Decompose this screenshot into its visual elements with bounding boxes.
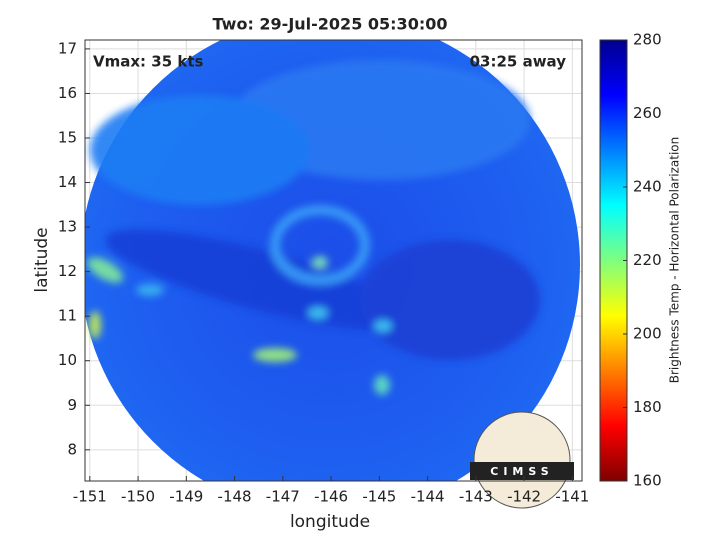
logo-text: CIMSS <box>490 465 553 478</box>
x-tick-label: -148 <box>218 488 252 506</box>
x-tick-label: -146 <box>314 488 348 506</box>
x-tick-label: -150 <box>121 488 155 506</box>
colorbar-tick-label: 220 <box>633 251 662 269</box>
colorbar-tick-label: 160 <box>633 472 662 490</box>
x-tick-label: -143 <box>459 488 493 506</box>
colorbar <box>599 39 628 482</box>
colorbar-label: Brightness Temp - Horizontal Polarizatio… <box>668 137 682 384</box>
x-tick-label: -141 <box>555 488 589 506</box>
x-axis-label: longitude <box>290 512 370 532</box>
x-tick-label: -149 <box>169 488 203 506</box>
y-tick-label: 11 <box>58 307 77 325</box>
colorbar-tick-label: 260 <box>633 104 662 122</box>
annotation: 03:25 away <box>470 53 567 71</box>
colorbar-tick-label: 240 <box>633 178 662 196</box>
x-tick-label: -144 <box>411 488 445 506</box>
plot-frame <box>84 39 583 482</box>
x-tick-label: -145 <box>362 488 396 506</box>
y-axis-label: latitude <box>32 227 52 292</box>
y-tick-label: 9 <box>67 396 77 414</box>
y-tick-label: 16 <box>58 84 77 102</box>
colorbar-tick-label: 280 <box>633 31 662 49</box>
annotation: Vmax: 35 kts <box>93 53 203 71</box>
colorbar-tick-label: 200 <box>633 325 662 343</box>
y-tick-label: 14 <box>58 173 77 191</box>
colorbar-tick-label: 180 <box>633 398 662 416</box>
y-tick-label: 17 <box>58 39 77 57</box>
y-tick-label: 15 <box>58 129 77 147</box>
chart-title: Two: 29-Jul-2025 05:30:00 <box>213 15 448 34</box>
x-tick-label: -142 <box>507 488 541 506</box>
x-tick-label: -151 <box>73 488 107 506</box>
image-field <box>85 40 580 481</box>
y-tick-label: 13 <box>58 218 77 236</box>
y-tick-label: 10 <box>58 351 77 369</box>
logo: CIMSS <box>470 411 574 509</box>
y-tick-label: 12 <box>58 262 77 280</box>
x-tick-label: -147 <box>266 488 300 506</box>
y-tick-label: 8 <box>67 440 77 458</box>
